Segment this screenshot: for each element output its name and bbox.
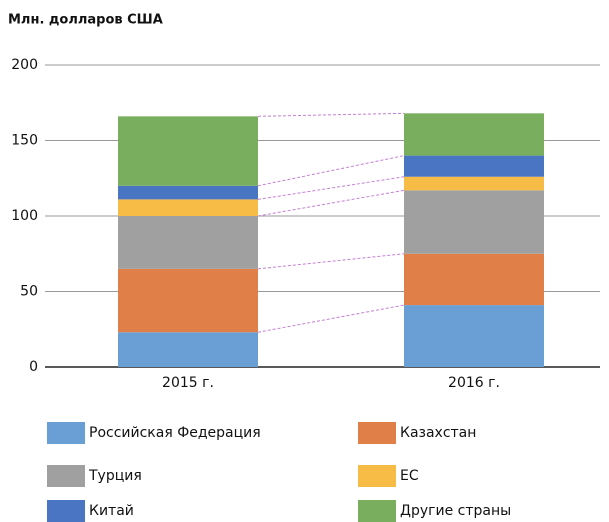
connector-line: [257, 189, 405, 217]
bar-segment: [404, 155, 544, 177]
y-tick-label: 100: [11, 208, 38, 224]
legend-swatch: [358, 500, 396, 522]
bar-segment: [118, 216, 258, 269]
chart-title: Млн. долларов США: [8, 13, 163, 28]
legend-label: ЕС: [400, 468, 419, 484]
legend-swatch: [358, 465, 396, 487]
bar-segment: [118, 268, 258, 333]
connector-line: [257, 155, 405, 187]
bar-segment: [404, 253, 544, 306]
connector-line: [257, 176, 405, 200]
bar-segment: [118, 185, 258, 200]
legend-swatch: [47, 465, 85, 487]
legend-swatch: [358, 422, 396, 444]
x-tick-label: 2016 г.: [448, 375, 500, 391]
y-tick-label: 50: [20, 284, 38, 300]
legend-swatch: [47, 500, 85, 522]
bar-segment: [118, 116, 258, 186]
legend-swatch: [47, 422, 85, 444]
y-tick-label: 0: [29, 359, 38, 375]
connector-line: [257, 304, 405, 333]
connector-line: [257, 253, 405, 270]
legend-label: Другие страны: [400, 503, 511, 519]
legend-label: Российская Федерация: [89, 425, 261, 441]
bar-segment: [404, 176, 544, 191]
connector-line: [257, 112, 405, 117]
legend-label: Казахстан: [400, 425, 476, 441]
bar-segment: [404, 190, 544, 254]
legend-label: Турция: [88, 468, 142, 484]
bar-segment: [404, 305, 544, 367]
y-tick-label: 150: [11, 133, 38, 149]
bar-segment: [118, 332, 258, 367]
bar-segment: [404, 113, 544, 156]
x-tick-label: 2015 г.: [162, 375, 214, 391]
y-tick-label: 200: [11, 57, 38, 73]
legend-label: Китай: [89, 503, 134, 519]
bar-segment: [118, 199, 258, 216]
